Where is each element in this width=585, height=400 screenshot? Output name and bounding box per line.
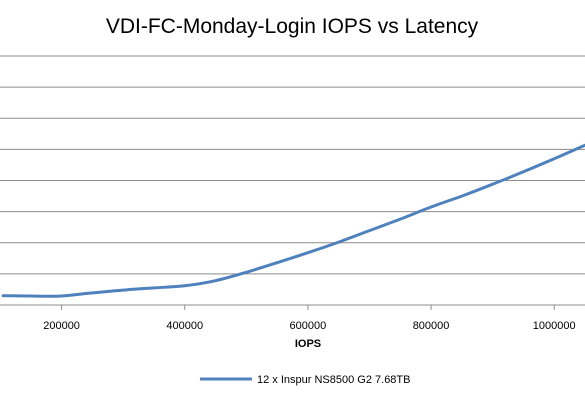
- x-tick-label: 400000: [166, 320, 203, 332]
- x-tick-label: 200000: [43, 320, 80, 332]
- x-tick-label: 600000: [290, 320, 327, 332]
- grid-layer: [0, 55, 585, 306]
- x-axis-label: IOPS: [295, 338, 321, 350]
- series-layer: [1, 143, 585, 298]
- series-line-1: [1, 143, 585, 298]
- legend-label-series-1: 12 x Inspur NS8500 G2 7.68TB: [257, 374, 410, 386]
- x-tick-label: 800000: [413, 320, 450, 332]
- x-tick-label: 1000000: [533, 320, 576, 332]
- chart-title: VDI-FC-Monday-Login IOPS vs Latency: [106, 15, 479, 38]
- legend: 12 x Inspur NS8500 G2 7.68TB: [200, 374, 410, 386]
- x-tick-layer: 200000 400000 600000 800000 1000000: [43, 305, 576, 332]
